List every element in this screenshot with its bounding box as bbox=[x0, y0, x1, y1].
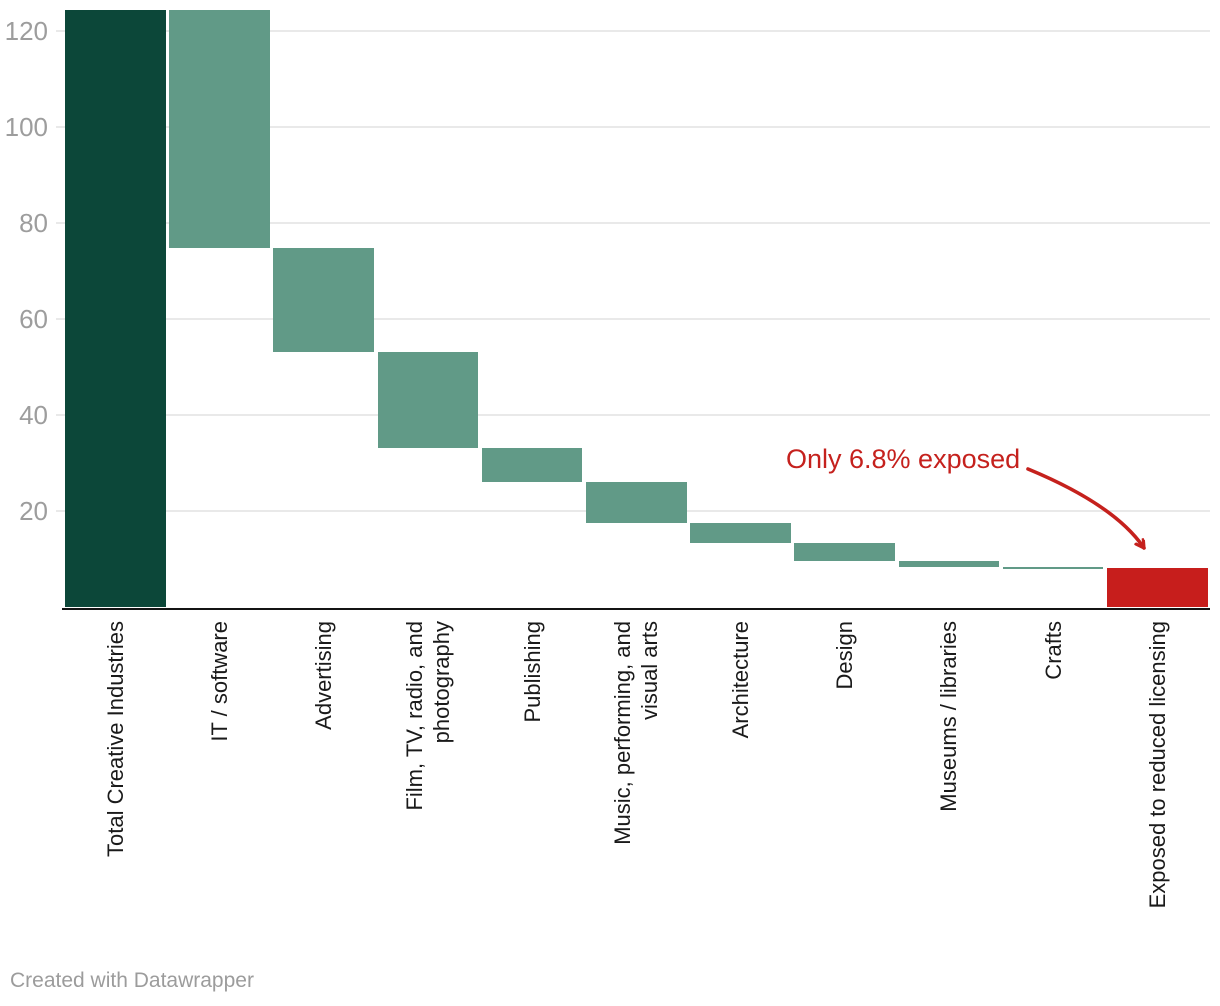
y-gridline-60 bbox=[56, 318, 1210, 321]
y-tick-label-60: 60 bbox=[19, 304, 48, 335]
x-axis-line bbox=[62, 607, 1210, 610]
annotation-arrow-path bbox=[1026, 467, 1146, 550]
bar-it-software bbox=[169, 10, 270, 248]
y-gridline-100 bbox=[56, 125, 1210, 128]
y-tick-label-40: 40 bbox=[19, 400, 48, 431]
x-label-music-performing-and-visual-arts: Music, performing, and visual arts bbox=[610, 621, 663, 845]
y-tick-label-100: 100 bbox=[4, 111, 48, 142]
x-label-total-creative-industries: Total Creative Industries bbox=[102, 621, 128, 857]
bar-architecture bbox=[690, 523, 791, 544]
bar-design bbox=[794, 543, 895, 561]
x-label-architecture: Architecture bbox=[728, 621, 753, 739]
x-label-design: Design bbox=[832, 621, 858, 690]
y-gridline-40 bbox=[56, 414, 1210, 417]
x-label-exposed-to-reduced-licensing: Exposed to reduced licensing bbox=[1144, 621, 1170, 909]
annotation-text: Only 6.8% exposed bbox=[786, 444, 1021, 474]
y-tick-label-20: 20 bbox=[19, 496, 48, 527]
x-label-film-tv-radio-and-photography: Film, TV, radio, and photography bbox=[401, 621, 454, 811]
bar-music-performing-and-visual-arts bbox=[586, 481, 687, 524]
bar-advertising bbox=[273, 247, 374, 353]
x-label-museums-libraries: Museums / libraries bbox=[936, 621, 962, 812]
y-gridline-80 bbox=[56, 221, 1210, 224]
x-label-it-software: IT / software bbox=[206, 621, 232, 742]
x-label-advertising: Advertising bbox=[311, 621, 337, 730]
y-tick-label-120: 120 bbox=[4, 15, 48, 46]
bar-museums-libraries bbox=[898, 560, 1000, 567]
bar-total-creative-industries bbox=[65, 10, 166, 608]
x-label-crafts: Crafts bbox=[1040, 621, 1066, 680]
y-gridline-120 bbox=[56, 29, 1210, 32]
datawrapper-attribution-link[interactable]: Created with Datawrapper bbox=[10, 969, 254, 992]
bar-film-tv-radio-and-photography bbox=[377, 352, 479, 448]
bar-publishing bbox=[481, 447, 583, 482]
bar-exposed-to-reduced-licensing bbox=[1107, 567, 1208, 608]
y-tick-label-80: 80 bbox=[19, 207, 48, 238]
x-label-publishing: Publishing bbox=[519, 621, 545, 723]
bar-crafts bbox=[1002, 566, 1104, 569]
